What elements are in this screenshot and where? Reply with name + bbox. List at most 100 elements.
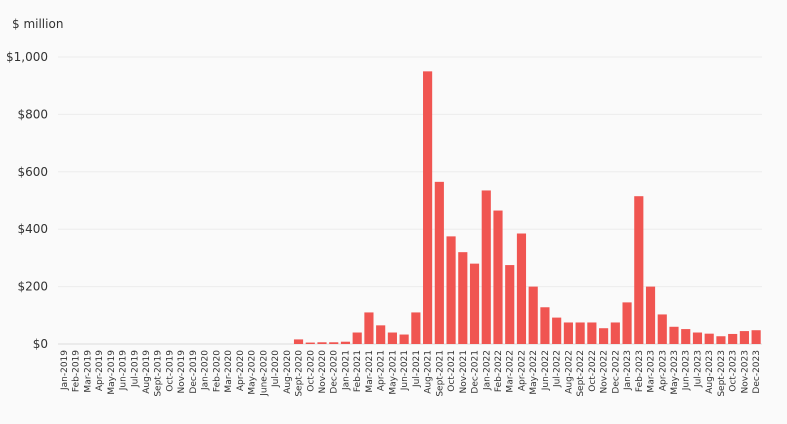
x-tick-label: Jul-2021	[412, 350, 422, 388]
bar	[293, 339, 304, 344]
x-tick-label: Jan-2021	[341, 350, 351, 391]
bar	[540, 307, 550, 344]
x-tick-label: Aug-2021	[424, 350, 434, 394]
bar	[352, 332, 362, 344]
bar	[387, 332, 397, 344]
x-tick-label: Nov-2022	[600, 350, 610, 393]
bar	[446, 236, 456, 344]
bar	[751, 330, 761, 344]
x-tick-label: May-2020	[248, 350, 258, 395]
bar	[716, 336, 726, 344]
x-tick-label: Aug-2023	[705, 350, 715, 394]
bar	[563, 322, 573, 344]
bar	[329, 342, 339, 344]
x-tick-label: Oct-2019	[165, 350, 175, 392]
bar	[481, 190, 491, 344]
y-tick-label: $1,000	[6, 50, 48, 64]
x-tick-label: Dec-2019	[189, 350, 199, 394]
bar	[528, 286, 538, 344]
bar	[411, 312, 421, 344]
x-tick-label: Mar-2023	[647, 350, 657, 393]
bar	[516, 233, 527, 344]
bar	[376, 325, 386, 344]
x-axis-ticks: Jan-2019 Feb-2019 Mar-2019 Apr-2019 May-2019…	[60, 350, 762, 397]
x-tick-label: Feb-2020	[212, 350, 222, 392]
bar	[692, 332, 703, 344]
x-tick-label: Aug-2022	[564, 350, 574, 394]
x-tick-label: Dec-2020	[330, 350, 340, 394]
bar	[728, 333, 738, 344]
x-tick-label: Sept-2023	[717, 350, 727, 397]
x-tick-label: Feb-2023	[635, 350, 645, 392]
bar	[317, 342, 327, 344]
bar	[669, 326, 679, 344]
x-tick-label: Jan-2023	[623, 350, 633, 391]
bar	[599, 328, 609, 344]
x-tick-label: Oct-2021	[447, 350, 457, 392]
x-tick-label: Dec-2023	[752, 350, 762, 394]
y-tick-label: $400	[17, 222, 48, 236]
bar	[340, 341, 351, 344]
grid-lines	[58, 56, 762, 345]
bars	[293, 71, 761, 344]
y-axis-unit-label: $ million	[12, 17, 63, 31]
bar	[610, 322, 620, 344]
x-tick-label: Jun-2021	[400, 350, 410, 391]
bar	[493, 210, 503, 344]
x-tick-label: May-2019	[107, 350, 117, 395]
bar	[657, 314, 667, 344]
x-tick-label: Nov-2023	[740, 350, 750, 393]
x-tick-label: Apr-2023	[658, 350, 668, 391]
x-tick-label: Mar-2020	[224, 350, 234, 393]
y-tick-label: $600	[17, 165, 48, 179]
x-tick-label: Aug-2020	[283, 350, 293, 394]
bar	[552, 317, 562, 344]
x-tick-label: Jan-2020	[201, 350, 211, 391]
bar	[681, 329, 691, 344]
bar	[364, 312, 374, 344]
x-tick-label: Jun-2019	[119, 350, 129, 391]
x-tick-label: Feb-2019	[72, 350, 82, 392]
x-tick-label: Apr-2020	[236, 350, 246, 391]
x-tick-label: Mar-2021	[365, 350, 375, 393]
y-tick-label: $200	[17, 280, 48, 294]
bar	[645, 286, 656, 344]
x-tick-label: Apr-2019	[95, 350, 105, 391]
bar	[575, 322, 585, 344]
x-tick-label: Jun-2022	[541, 350, 551, 391]
x-tick-label: Jul-2019	[130, 350, 140, 388]
bar	[305, 342, 315, 344]
y-axis-ticks: $0 $200 $400 $600 $800 $1,000	[6, 50, 48, 351]
x-tick-label: Apr-2021	[377, 350, 387, 391]
x-tick-label: Jan-2022	[482, 350, 492, 391]
y-tick-label: $0	[33, 337, 48, 351]
x-tick-label: Jun-2023	[682, 350, 692, 391]
x-tick-label: Oct-2023	[729, 350, 739, 392]
bar	[399, 334, 409, 344]
x-tick-label: Dec-2021	[471, 350, 481, 394]
bar	[434, 181, 444, 344]
x-tick-label: Feb-2021	[353, 350, 363, 392]
bar	[505, 265, 515, 344]
x-tick-label: Feb-2022	[494, 350, 504, 392]
x-tick-label: Nov-2021	[459, 350, 469, 393]
bar	[634, 196, 644, 344]
x-tick-label: Apr-2022	[517, 350, 527, 391]
x-tick-label: Mar-2019	[83, 350, 93, 393]
x-tick-label: Nov-2020	[318, 350, 328, 394]
x-tick-label: May-2023	[670, 350, 680, 395]
bar	[587, 322, 597, 344]
y-tick-label: $800	[17, 107, 48, 121]
x-tick-label: Sept-2019	[154, 350, 164, 397]
x-tick-label: Sept-2022	[576, 350, 586, 397]
x-tick-label: Oct-2020	[306, 350, 316, 392]
x-tick-label: Jul-2020	[271, 350, 281, 388]
x-tick-label: May-2021	[388, 350, 398, 395]
bar	[423, 71, 433, 344]
x-tick-label: Jul-2022	[553, 350, 563, 388]
x-tick-label: Sept-2021	[435, 350, 445, 397]
bar	[622, 302, 632, 344]
bar	[458, 252, 468, 344]
x-tick-label: May-2022	[529, 350, 539, 395]
